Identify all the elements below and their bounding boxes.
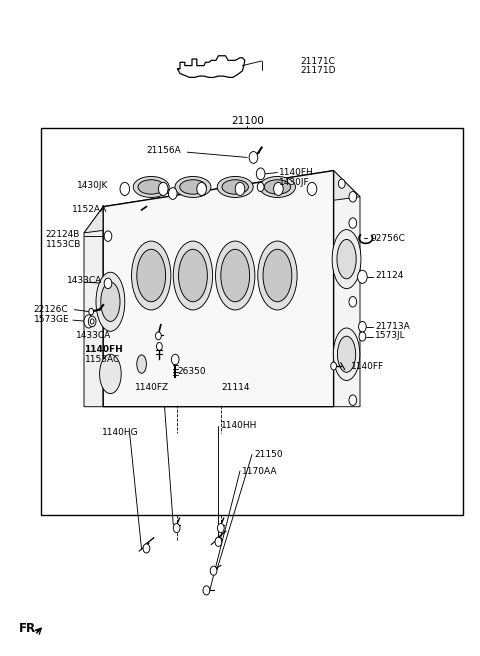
Ellipse shape (179, 249, 207, 302)
Circle shape (249, 152, 258, 163)
Circle shape (104, 278, 112, 289)
Text: 21114: 21114 (222, 382, 250, 392)
Text: 1153CB: 1153CB (46, 240, 81, 249)
Ellipse shape (175, 176, 211, 197)
Text: 1140FH: 1140FH (279, 168, 314, 177)
Text: 1153AC: 1153AC (84, 355, 120, 364)
Text: FR.: FR. (19, 622, 41, 635)
Polygon shape (334, 171, 360, 407)
Text: 21156A: 21156A (146, 146, 181, 155)
Circle shape (158, 182, 168, 195)
Circle shape (89, 308, 94, 315)
Ellipse shape (264, 180, 290, 194)
Circle shape (349, 192, 357, 202)
Text: 1140FH: 1140FH (84, 345, 123, 354)
Ellipse shape (258, 241, 297, 310)
Circle shape (349, 395, 357, 405)
Circle shape (256, 168, 265, 180)
Ellipse shape (133, 176, 169, 197)
Circle shape (359, 332, 366, 341)
Ellipse shape (101, 282, 120, 321)
Circle shape (215, 537, 222, 546)
Circle shape (359, 321, 366, 332)
Ellipse shape (96, 272, 125, 331)
Text: 1573JL: 1573JL (375, 331, 406, 340)
Circle shape (210, 566, 217, 575)
Ellipse shape (222, 180, 249, 194)
Circle shape (358, 270, 367, 283)
Circle shape (88, 316, 96, 327)
Bar (41, 128, 463, 515)
Circle shape (349, 218, 357, 228)
Ellipse shape (137, 355, 146, 373)
Text: 1140HG: 1140HG (102, 428, 138, 438)
Ellipse shape (132, 241, 171, 310)
Ellipse shape (173, 241, 213, 310)
Text: 21124: 21124 (375, 271, 404, 280)
Ellipse shape (332, 230, 361, 289)
Ellipse shape (180, 180, 206, 194)
Circle shape (84, 315, 94, 328)
Circle shape (171, 354, 179, 365)
Text: 1433CA: 1433CA (67, 276, 102, 285)
Circle shape (143, 544, 150, 553)
Circle shape (217, 523, 224, 533)
Ellipse shape (100, 354, 121, 394)
Polygon shape (84, 207, 103, 407)
Text: 21713A: 21713A (375, 321, 410, 331)
Circle shape (156, 332, 161, 340)
Circle shape (120, 182, 130, 195)
Circle shape (235, 182, 245, 195)
Text: 22126C: 22126C (34, 305, 68, 314)
Text: 1430JF: 1430JF (279, 178, 310, 187)
Circle shape (274, 182, 283, 195)
Text: 26350: 26350 (178, 367, 206, 376)
Ellipse shape (263, 249, 292, 302)
Ellipse shape (138, 180, 164, 194)
Text: 1140FF: 1140FF (351, 361, 384, 371)
Circle shape (307, 182, 317, 195)
Text: 21171C: 21171C (300, 56, 335, 66)
Text: 1140HH: 1140HH (221, 420, 257, 430)
Ellipse shape (337, 336, 356, 373)
Circle shape (168, 188, 177, 199)
Text: 1170AA: 1170AA (242, 466, 278, 476)
Ellipse shape (221, 249, 250, 302)
Circle shape (104, 231, 112, 241)
Text: 21171D: 21171D (300, 66, 336, 75)
Circle shape (90, 319, 94, 324)
Polygon shape (103, 171, 334, 407)
Ellipse shape (333, 328, 360, 380)
Ellipse shape (259, 176, 295, 197)
Circle shape (331, 362, 336, 370)
Circle shape (173, 523, 180, 533)
Ellipse shape (137, 249, 166, 302)
Circle shape (257, 182, 264, 192)
Circle shape (338, 179, 345, 188)
Ellipse shape (217, 176, 253, 197)
Ellipse shape (216, 241, 255, 310)
Circle shape (156, 342, 162, 350)
Text: 21150: 21150 (254, 450, 283, 459)
Text: 92756C: 92756C (371, 234, 406, 243)
Text: 1573GE: 1573GE (34, 315, 69, 324)
Polygon shape (84, 171, 360, 233)
Text: 1152AA: 1152AA (72, 205, 108, 215)
Text: 22124B: 22124B (46, 230, 80, 239)
Text: 1140FZ: 1140FZ (135, 382, 169, 392)
Circle shape (197, 182, 206, 195)
Text: 1430JK: 1430JK (77, 181, 108, 190)
Text: 1433CA: 1433CA (76, 331, 111, 340)
Circle shape (349, 297, 357, 307)
Ellipse shape (337, 239, 356, 279)
Text: 21100: 21100 (231, 116, 264, 127)
Circle shape (203, 586, 210, 595)
